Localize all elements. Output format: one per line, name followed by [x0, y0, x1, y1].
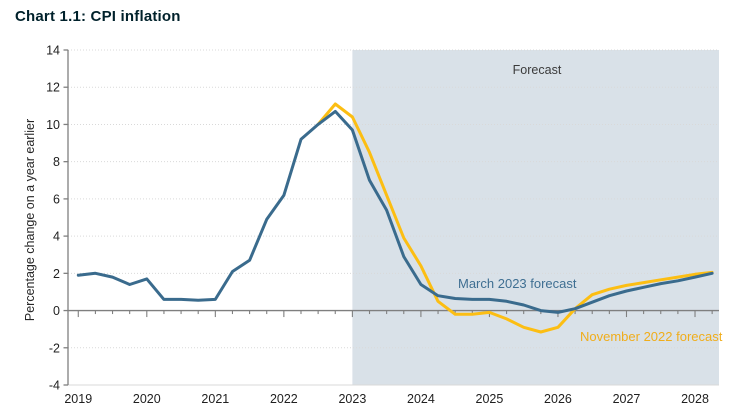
y-tick-label: 14 — [46, 44, 60, 58]
x-tick-label: 2022 — [270, 392, 298, 406]
x-tick-label: 2021 — [201, 392, 229, 406]
y-tick-label: 10 — [46, 118, 60, 132]
y-tick-label: 0 — [53, 304, 60, 318]
y-tick-label: 12 — [46, 81, 60, 95]
x-tick-label: 2025 — [476, 392, 504, 406]
y-tick-label: 4 — [53, 230, 60, 244]
x-tick-label: 2027 — [613, 392, 641, 406]
x-tick-label: 2028 — [681, 392, 709, 406]
x-tick-label: 2026 — [544, 392, 572, 406]
y-tick-label: -4 — [49, 379, 60, 393]
y-tick-label: 8 — [53, 155, 60, 169]
x-tick-label: 2024 — [407, 392, 435, 406]
x-tick-label: 2019 — [64, 392, 92, 406]
forecast-region-label: Forecast — [512, 63, 562, 77]
march-2023-forecast-line — [76, 109, 714, 314]
series-label-march-2023: March 2023 forecast — [458, 276, 577, 291]
chart-title: Chart 1.1: CPI inflation — [15, 8, 181, 25]
x-tick-label: 2023 — [338, 392, 366, 406]
y-tick-label: 2 — [53, 267, 60, 281]
series-label-november-2022: November 2022 forecast — [580, 329, 723, 344]
november-2022-forecast-line — [316, 102, 714, 334]
y-tick-label: -2 — [49, 341, 60, 355]
x-tick-label: 2020 — [133, 392, 161, 406]
y-tick-label: 6 — [53, 192, 60, 206]
